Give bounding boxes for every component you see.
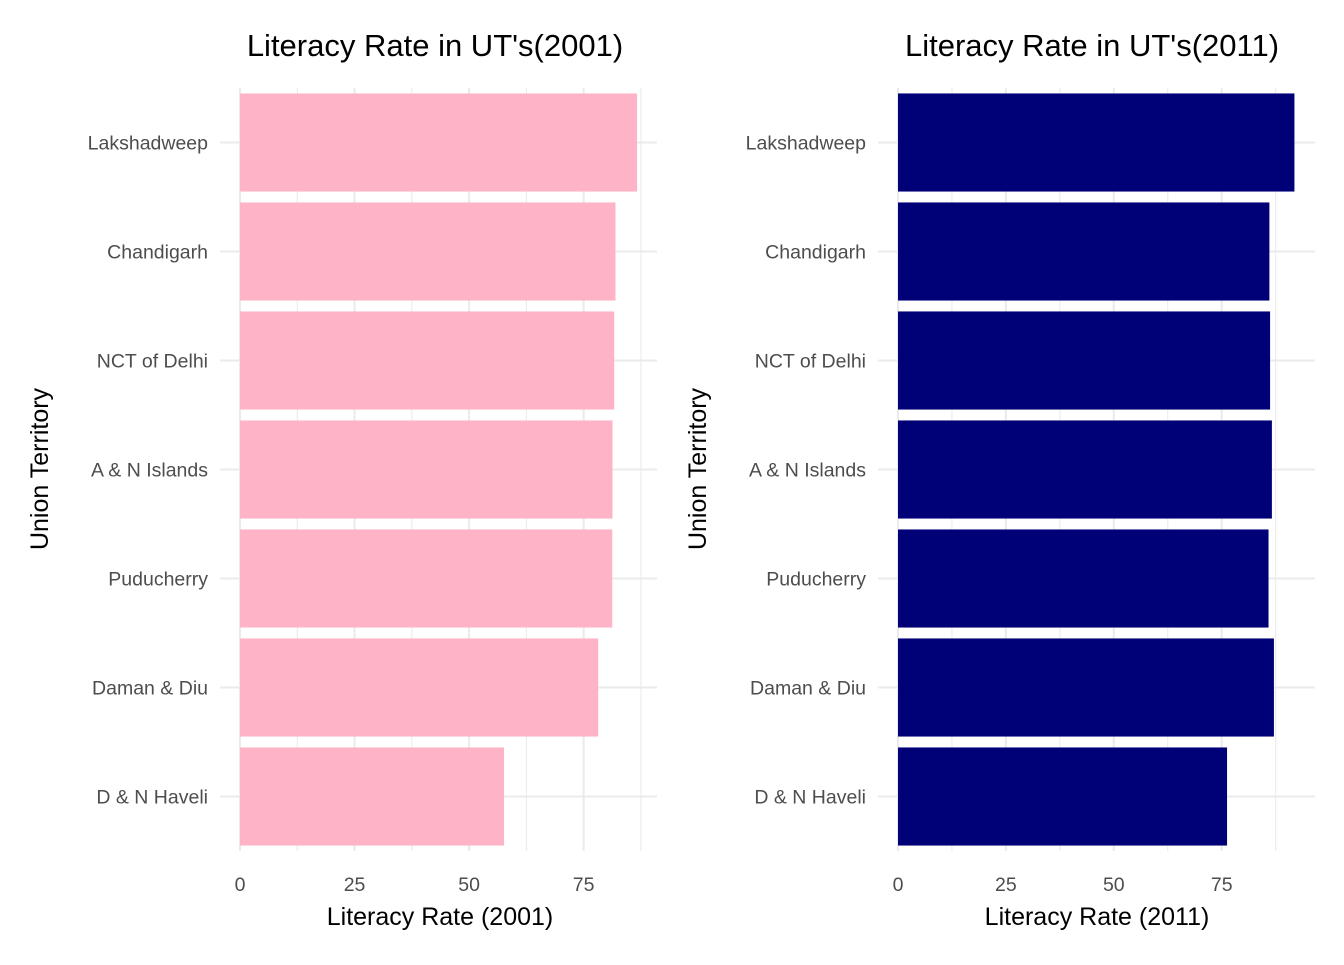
bar-d-n-haveli (240, 747, 505, 846)
bar-daman-diu (240, 638, 599, 737)
x-tick-label: 25 (995, 874, 1017, 896)
x-tick-label: 25 (344, 874, 366, 896)
y-tick-label: NCT of Delhi (97, 351, 208, 373)
bar-a-n-islands (898, 420, 1272, 519)
bar-puducherry (240, 529, 613, 628)
y-tick-label: Lakshadweep (746, 133, 866, 155)
bar-nct-of-delhi (240, 311, 615, 410)
bar-lakshadweep (898, 93, 1295, 192)
x-tick-labels: 0 25 50 75 (235, 874, 595, 896)
bar-puducherry (898, 529, 1269, 628)
panel-2011: Lakshadweep Chandigarh NCT of Delhi A & N I… (684, 28, 1315, 931)
y-tick-label: Chandigarh (765, 242, 866, 264)
x-tick-labels: 0 25 50 75 (893, 874, 1233, 896)
y-axis-title: Union Territory (684, 387, 712, 550)
bar-d-n-haveli (898, 747, 1228, 846)
y-tick-label: A & N Islands (91, 460, 208, 482)
bar-a-n-islands (240, 420, 613, 519)
x-axis-title: Literacy Rate (2011) (985, 903, 1210, 931)
y-tick-label: D & N Haveli (96, 787, 208, 809)
x-tick-label: 50 (1103, 874, 1125, 896)
bar-nct-of-delhi (898, 311, 1271, 410)
y-tick-label: A & N Islands (749, 460, 866, 482)
bar-lakshadweep (240, 93, 638, 192)
bar-daman-diu (898, 638, 1274, 737)
bars-group (898, 93, 1295, 846)
chart-title: Literacy Rate in UT's(2011) (905, 28, 1279, 63)
x-tick-label: 0 (893, 874, 904, 896)
y-tick-label: Chandigarh (107, 242, 208, 264)
chart-title: Literacy Rate in UT's(2001) (247, 28, 623, 63)
x-tick-label: 75 (573, 874, 595, 896)
y-tick-label: D & N Haveli (754, 787, 866, 809)
bar-chandigarh (240, 202, 616, 301)
panel-2001: Lakshadweep Chandigarh NCT of Delhi A & N I… (26, 28, 657, 931)
y-axis-title: Union Territory (26, 387, 54, 550)
y-tick-label: Daman & Diu (92, 678, 208, 700)
y-tick-labels: Lakshadweep Chandigarh NCT of Delhi A & N I… (88, 133, 209, 809)
x-tick-label: 50 (458, 874, 480, 896)
y-tick-labels: Lakshadweep Chandigarh NCT of Delhi A & N I… (746, 133, 867, 809)
y-tick-label: Puducherry (108, 569, 208, 591)
bars-group (240, 93, 638, 846)
x-axis-title: Literacy Rate (2001) (327, 903, 554, 931)
y-tick-label: Puducherry (766, 569, 866, 591)
y-tick-label: Lakshadweep (88, 133, 208, 155)
x-tick-label: 75 (1211, 874, 1233, 896)
x-tick-label: 0 (235, 874, 246, 896)
y-tick-label: Daman & Diu (750, 678, 866, 700)
y-tick-label: NCT of Delhi (755, 351, 866, 373)
bar-chandigarh (898, 202, 1270, 301)
